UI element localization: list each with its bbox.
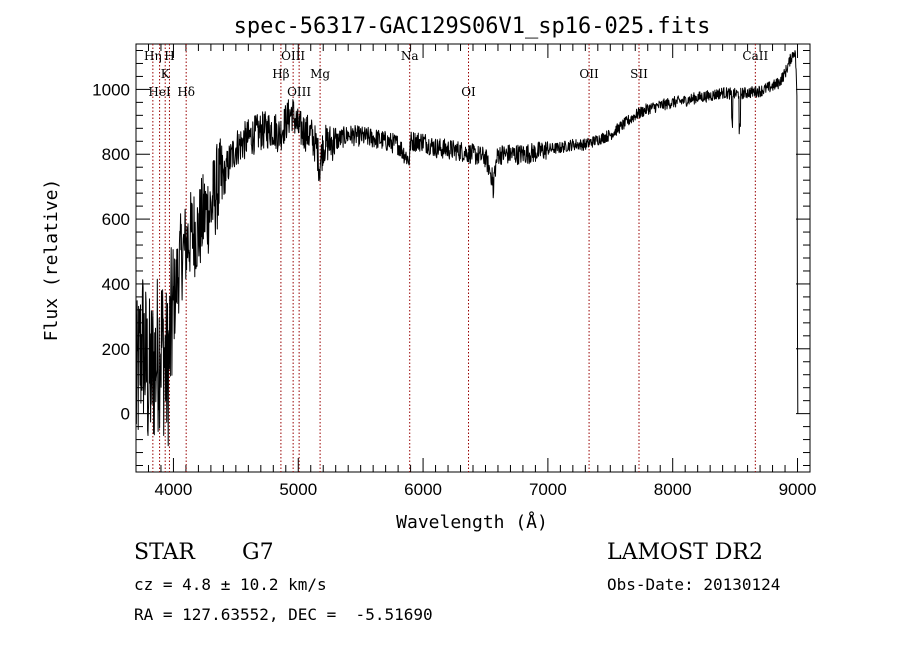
spectral-line-label: H xyxy=(164,49,174,63)
y-tick-label: 1000 xyxy=(92,80,130,99)
spectral-line-label: SII xyxy=(630,67,648,81)
coordinates-readout: RA = 127.63552, DEC = -5.51690 xyxy=(134,605,433,624)
spectral-line-label: Na xyxy=(401,49,419,63)
y-tick-label: 800 xyxy=(102,145,130,164)
observation-date: Obs-Date: 20130124 xyxy=(607,575,781,594)
x-tick-label: 6000 xyxy=(404,480,442,499)
survey-name: LAMOST DR2 xyxy=(607,540,763,565)
y-tick-label: 600 xyxy=(102,210,130,229)
spectrum-line xyxy=(135,50,799,447)
y-tick-label: 0 xyxy=(121,405,130,424)
object-subclass: G7 xyxy=(242,540,274,565)
spectral-line-label: OI xyxy=(461,85,476,99)
spectral-line-label: OIII xyxy=(287,85,311,99)
chart-title: spec-56317-GAC129S06V1_sp16-025.fits xyxy=(234,14,711,39)
spectral-line-label: Mg xyxy=(310,67,330,81)
spectral-line-label: OII xyxy=(579,67,599,81)
spectral-line-label: Hη xyxy=(144,49,162,63)
spectral-line-label: CaII xyxy=(742,49,768,63)
x-tick-label: 8000 xyxy=(654,480,692,499)
x-tick-label: 7000 xyxy=(529,480,567,499)
spectrum-series xyxy=(135,50,799,447)
plot-frame xyxy=(135,43,811,473)
spectral-line-label: Hβ xyxy=(272,67,289,81)
y-tick-label: 400 xyxy=(102,275,130,294)
redshift-readout: cz = 4.8 ± 10.2 km/s xyxy=(134,575,327,594)
y-axis-label: Flux (relative) xyxy=(41,179,62,342)
x-tick-label: 9000 xyxy=(779,480,817,499)
x-tick-label: 4000 xyxy=(155,480,193,499)
x-axis-label: Wavelength (Å) xyxy=(396,511,548,533)
x-tick-label: 5000 xyxy=(279,480,317,499)
plot-axes: 4000 5000 6000 7000 8000 9000 0 200 400 600 800 100… xyxy=(92,43,817,499)
spectral-line-markers: Hη HK HeI Hδ OIII Hβ OIII Mg Na OI OII SII CaII xyxy=(144,44,768,472)
spectral-line-label: K xyxy=(161,67,171,81)
object-class: STAR xyxy=(134,540,195,565)
spectral-line-label: HeI xyxy=(148,85,171,99)
spectral-line-label: OIII xyxy=(281,49,305,63)
y-tick-label: 200 xyxy=(102,340,130,359)
spectral-line-label: Hδ xyxy=(177,85,195,99)
